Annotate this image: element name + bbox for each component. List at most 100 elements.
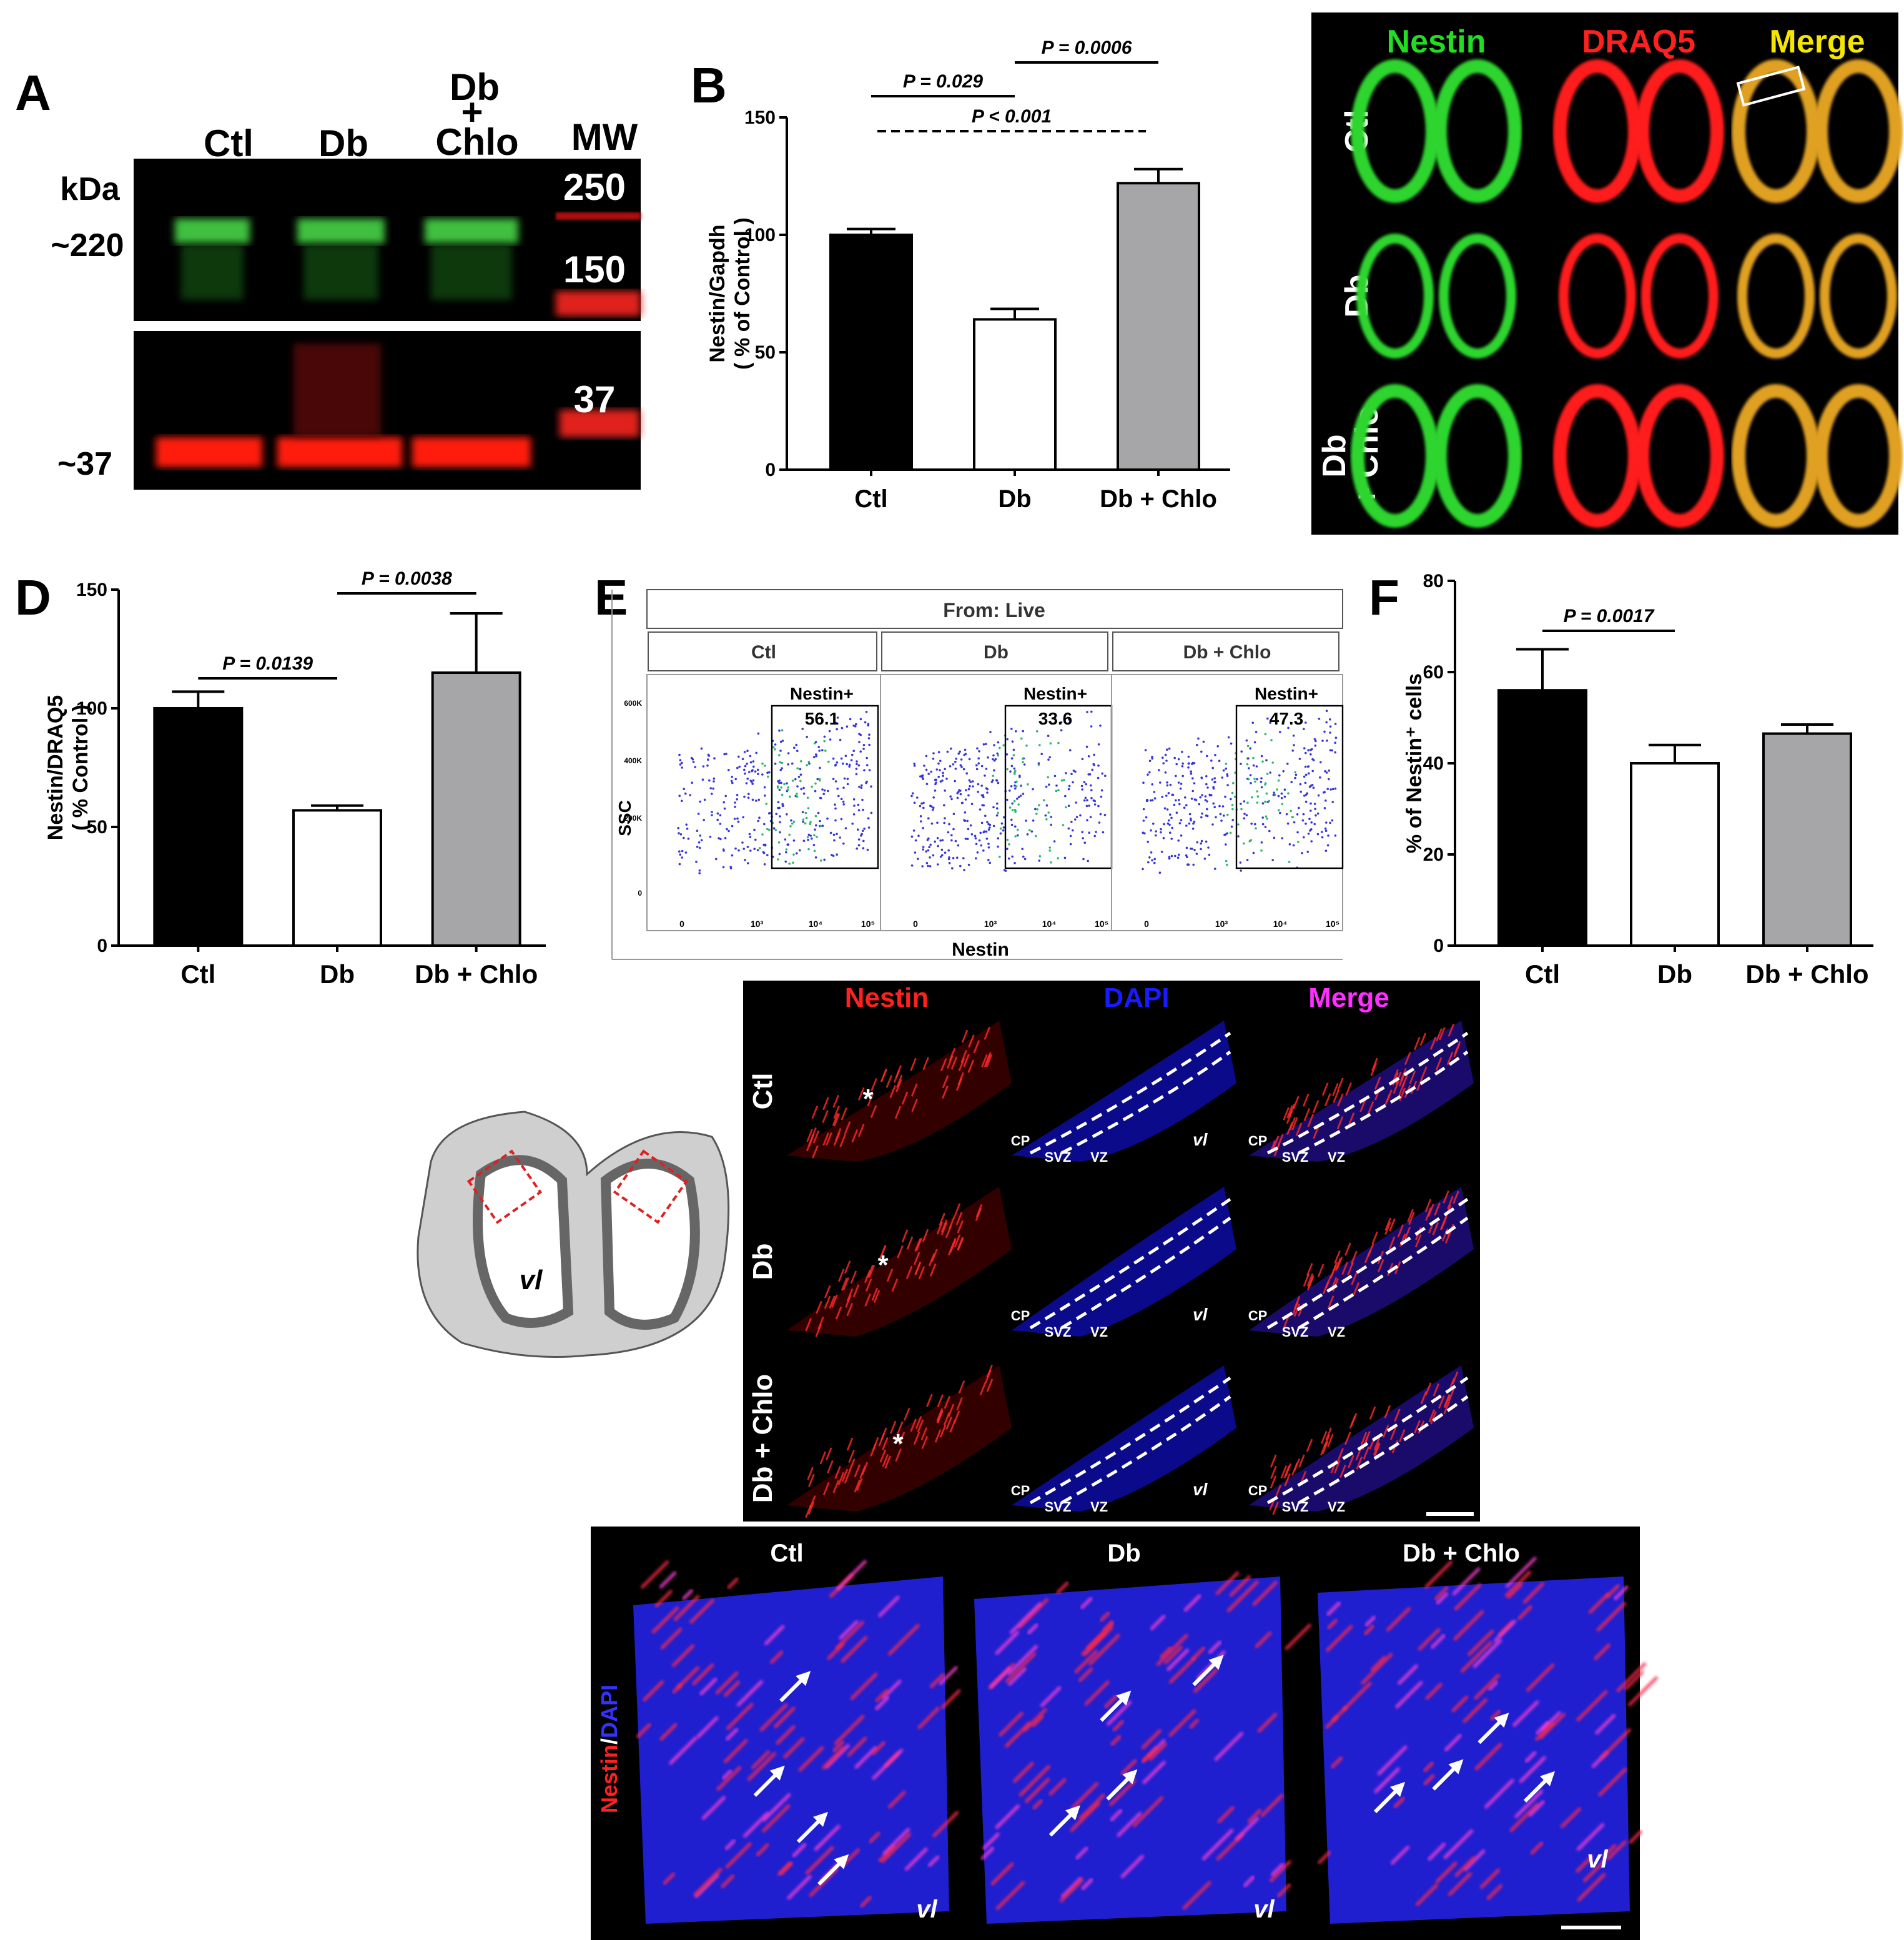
event-dot (703, 819, 705, 821)
event-dot (1260, 777, 1263, 779)
fiber (942, 1075, 949, 1089)
event-dot (1150, 851, 1153, 854)
fiber (1306, 1438, 1313, 1452)
fiber (982, 1832, 1000, 1851)
fiber (880, 1069, 887, 1082)
event-dot (722, 866, 725, 869)
fiber (870, 1105, 877, 1119)
event-dot (806, 716, 809, 719)
event-dot (792, 861, 794, 864)
event-dot (1200, 848, 1202, 851)
fiber (1433, 1383, 1440, 1397)
fiber (995, 1630, 1020, 1655)
event-dot (1038, 859, 1040, 862)
event-dot (1214, 781, 1216, 783)
fiber (873, 1290, 880, 1304)
event-dot (974, 837, 977, 839)
bar (153, 707, 244, 947)
event-dot (1183, 806, 1186, 809)
event-dot (757, 732, 760, 735)
fiber (1348, 1112, 1355, 1126)
event-dot (1060, 779, 1063, 782)
fiber (1421, 1066, 1428, 1080)
fiber (1345, 1082, 1352, 1096)
event-dot (835, 722, 838, 725)
event-dot (833, 839, 836, 842)
event-dot (1321, 831, 1323, 833)
tissue-ring (1351, 384, 1439, 528)
fiber (968, 1034, 975, 1048)
fiber (945, 1416, 953, 1430)
event-dot (1292, 735, 1295, 737)
event-dot (1177, 839, 1180, 842)
fiber (913, 1252, 920, 1265)
event-dot (922, 806, 925, 809)
event-dot (1020, 737, 1023, 740)
event-dot (1153, 861, 1156, 864)
significance-label: P = 0.0006 (1042, 37, 1132, 58)
event-dot (731, 781, 734, 784)
event-dot (1185, 854, 1188, 857)
event-dot (980, 821, 984, 824)
fiber (841, 1107, 847, 1121)
fiber (1293, 1096, 1300, 1109)
event-dot (999, 856, 1001, 858)
event-dot (1219, 813, 1222, 816)
event-dot (1293, 744, 1295, 746)
fiber (1303, 1273, 1310, 1287)
tissue (1249, 1021, 1474, 1162)
event-dot (709, 836, 712, 838)
event-dot (1003, 816, 1005, 819)
event-dot (1012, 754, 1015, 756)
fiber (1260, 1793, 1285, 1818)
zone-label: SVZ (1282, 1149, 1309, 1165)
event-dot (960, 766, 963, 768)
fiber (1443, 1829, 1474, 1859)
event-dot (1266, 773, 1269, 775)
event-dot (1290, 781, 1293, 783)
event-dot (1265, 759, 1268, 761)
event-dot (1325, 721, 1328, 724)
fiber (1371, 1057, 1378, 1071)
fiber (846, 1437, 854, 1451)
event-dot (728, 769, 730, 771)
fiber (871, 1287, 879, 1301)
event-dot (1331, 819, 1334, 822)
event-dot (1271, 859, 1274, 861)
event-dot (925, 783, 929, 785)
event-dot (761, 762, 764, 765)
event-dot (681, 856, 683, 859)
x-tick-label: 0 (679, 919, 684, 929)
y-tick-label: 0 (638, 889, 642, 898)
fiber (756, 1843, 770, 1857)
event-dot (678, 794, 681, 797)
fiber (879, 1245, 887, 1259)
event-dot (808, 762, 811, 765)
event-dot (719, 838, 722, 841)
marker-label: 150 (563, 249, 626, 290)
event-dot (932, 796, 935, 799)
event-dot (681, 766, 683, 769)
tissue-ring (1439, 234, 1516, 359)
event-dot (748, 833, 751, 836)
fiber (822, 1097, 829, 1111)
event-dot (1293, 821, 1296, 824)
event-dot (1057, 857, 1059, 859)
event-dot (1063, 779, 1065, 781)
event-dot (1003, 869, 1006, 871)
tissue-ring (1356, 234, 1434, 359)
event-dot (946, 750, 949, 753)
event-dot (1019, 775, 1021, 777)
event-dot (1006, 768, 1009, 771)
event-dot (1192, 863, 1195, 866)
fiber (861, 1462, 869, 1475)
event-dot (1048, 756, 1051, 759)
event-dot (1022, 761, 1024, 763)
fiber (1479, 1868, 1501, 1889)
event-dot (1193, 798, 1196, 801)
group-label: Db (984, 642, 1009, 663)
event-dot (862, 829, 864, 832)
fiber (911, 1099, 918, 1112)
event-dot (1014, 835, 1017, 838)
event-dot (821, 749, 824, 751)
